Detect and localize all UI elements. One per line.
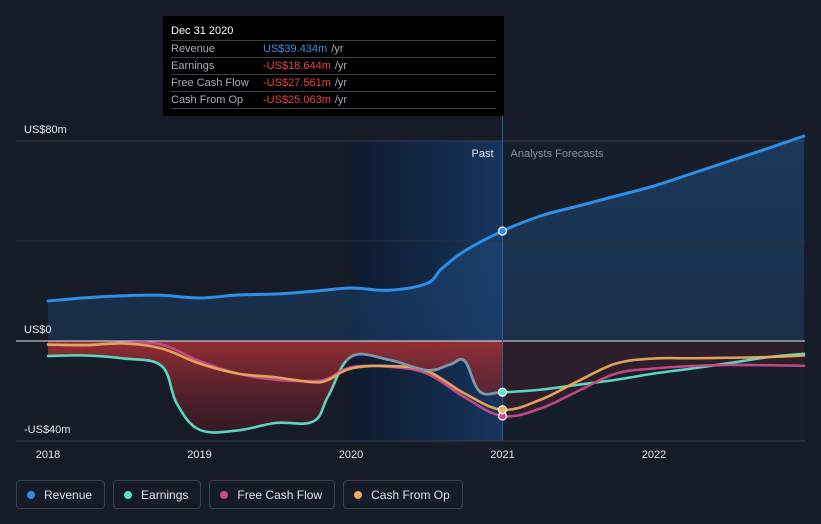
chart-text-labels: US$80m US$0 -US$40m 2018 2019 2020 2021 2022 Pas…: [24, 124, 666, 461]
legend-dot-icon: [220, 490, 229, 499]
chart-legend: Revenue Earnings Free Cash Flow Cash Fro…: [16, 480, 471, 509]
forecast-negative-fill: [502, 341, 804, 417]
tooltip-unit: /yr: [331, 43, 344, 55]
y-tick-label: -US$40m: [24, 424, 70, 436]
legend-dot-icon: [27, 490, 35, 499]
tooltip-row-cash-from-op: Cash From Op -US$25.063m /yr: [171, 92, 496, 109]
legend-dot-icon: [354, 490, 363, 499]
series-line-revenue: [46, 134, 806, 303]
chart-area-fills: [48, 136, 804, 433]
y-tick-label: US$0: [24, 324, 52, 336]
legend-label: Cash From Op: [371, 487, 450, 502]
tooltip-label: Revenue: [171, 43, 216, 55]
tooltip-value: US$39.434m: [263, 43, 328, 55]
series-line-cash-from-op: [46, 342, 806, 412]
x-tick-label: 2020: [339, 449, 363, 461]
tooltip-row-earnings: Earnings -US$18.644m /yr: [171, 58, 496, 75]
revenue-area-fill: [48, 136, 804, 341]
legend-dot-icon: [124, 490, 133, 499]
tooltip-value: -US$27.561m: [263, 77, 331, 89]
chart-highlight-points: [497, 226, 508, 421]
tooltip-unit: /yr: [334, 77, 348, 89]
x-tick-label: 2019: [187, 449, 211, 461]
tooltip-value: -US$25.063m: [263, 94, 331, 106]
hover-tooltip: Dec 31 2020 Revenue US$39.434m /yr Earni…: [163, 16, 504, 116]
legend-label: Earnings: [141, 487, 189, 502]
tooltip-label: Free Cash Flow: [171, 77, 249, 89]
legend-label: Free Cash Flow: [237, 487, 323, 502]
tooltip-value: -US$18.644m: [263, 60, 331, 72]
negative-area-fill: [48, 341, 503, 433]
series-line-earnings-dim: [346, 352, 503, 396]
legend-item-free-cash-flow[interactable]: Free Cash Flow: [209, 480, 336, 509]
series-line-free-cash-flow: [46, 341, 806, 418]
tooltip-label: Cash From Op: [171, 94, 244, 106]
past-label: Past: [471, 148, 493, 160]
y-tick-label: US$80m: [24, 124, 67, 136]
tooltip-label: Earnings: [171, 60, 215, 72]
legend-item-revenue[interactable]: Revenue: [16, 480, 106, 509]
x-tick-label: 2018: [36, 449, 60, 461]
tooltip-unit: /yr: [334, 60, 348, 72]
tooltip-date: Dec 31 2020: [171, 24, 496, 41]
forecast-label: Analysts Forecasts: [511, 148, 604, 160]
legend-item-earnings[interactable]: Earnings: [113, 480, 202, 509]
highlight-point-revenue: [497, 226, 508, 236]
highlight-point-cash-from-op: [497, 405, 508, 415]
legend-label: Revenue: [44, 487, 93, 502]
chart-series-lines: [46, 134, 806, 434]
tooltip-unit: /yr: [334, 94, 348, 106]
tooltip-row-revenue: Revenue US$39.434m /yr: [171, 41, 496, 58]
tooltip-row-free-cash-flow: Free Cash Flow -US$27.561m /yr: [171, 75, 496, 92]
x-tick-label: 2022: [642, 449, 666, 461]
highlight-point-earnings: [497, 387, 508, 397]
legend-item-cash-from-op[interactable]: Cash From Op: [343, 480, 463, 509]
chart-gridlines: [16, 116, 805, 442]
x-tick-label: 2021: [490, 449, 514, 461]
